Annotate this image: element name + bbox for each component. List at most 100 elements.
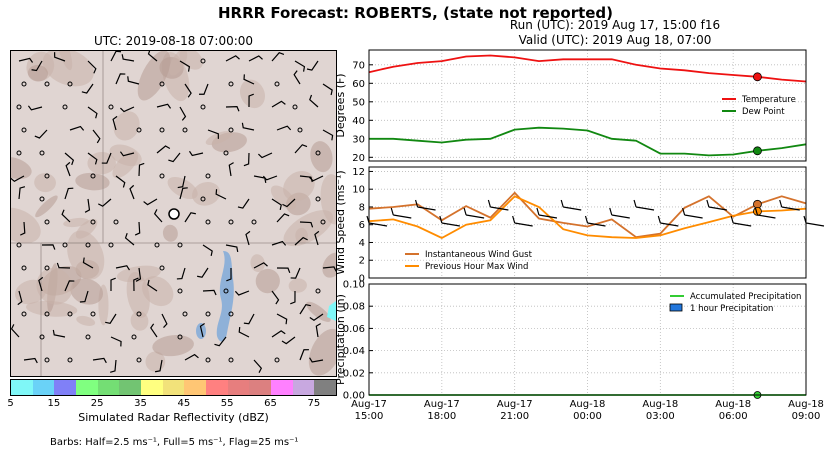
calm-wind-marker [21, 127, 27, 133]
calm-wind-marker [159, 127, 165, 133]
calm-wind-marker [177, 242, 183, 248]
plot-frame [368, 166, 807, 279]
wind-barb [52, 329, 66, 338]
calm-wind-marker [136, 311, 142, 317]
calm-wind-marker [16, 104, 22, 110]
colorbar-tick-label: 15 [47, 398, 61, 409]
run-time-text: Run (UTC): 2019 Aug 17, 15:00 f16 [509, 18, 721, 32]
wind-barb [512, 215, 533, 227]
colorbar-swatch [314, 380, 337, 395]
wind-barb [65, 161, 71, 177]
y-tick-label: 0.10 [343, 280, 365, 291]
wind-barb [124, 233, 135, 246]
wind-barb [225, 55, 240, 62]
calm-wind-marker [62, 242, 68, 248]
chart-panel-1: 20 30 40 50 60 70 Degrees (F) Temperature Dew Po… [334, 49, 807, 164]
colorbar-label: Simulated Radar Reflectivity (dBZ) [78, 411, 269, 424]
y-tick-label: 10 [352, 185, 365, 196]
wind-barb [150, 323, 158, 338]
x-tick-label: 03:00 [646, 411, 675, 422]
wind-barb [276, 213, 290, 223]
wind-barb [20, 221, 26, 236]
wind-barb [110, 336, 122, 347]
calm-wind-marker [108, 104, 114, 110]
y-tick-label: 2 [359, 256, 365, 267]
calm-wind-marker [177, 334, 183, 340]
wind-barb [294, 144, 308, 154]
terrain-relief [75, 172, 110, 191]
current-time-marker [753, 146, 762, 156]
wind-barb [110, 359, 117, 373]
colorbar-swatch [11, 380, 33, 395]
wind-barb [202, 289, 217, 296]
legend-label: Instantaneous Wind Gust [425, 250, 533, 260]
wind-barb [105, 313, 117, 324]
chart-panel-2: 0 2 4 6 8 10 12 Wind Speed (ms⁻¹) Instantaneous … [334, 166, 825, 285]
radar-echo [327, 301, 336, 321]
wind-barb [282, 198, 296, 208]
calm-wind-marker [297, 127, 303, 133]
y-axis-label: Precipitation (in) [334, 294, 347, 385]
wind-barb [290, 267, 301, 279]
wind-barb [226, 267, 232, 282]
map-title: UTC: 2019-08-18 07:00:00 [93, 34, 254, 48]
wind-barb [706, 199, 727, 211]
x-tick-label: 18:00 [427, 411, 456, 422]
wind-barb [101, 152, 112, 164]
calm-wind-marker [44, 311, 50, 317]
calm-wind-marker [62, 104, 68, 110]
calm-wind-marker [315, 150, 321, 156]
wind-barb [271, 51, 285, 62]
wind-barb [322, 129, 334, 141]
calm-wind-marker [205, 357, 211, 363]
wind-barb [276, 125, 292, 131]
x-tick-label: Aug-18 [642, 399, 678, 410]
wind-barb [119, 151, 135, 157]
wind-barb [119, 106, 135, 113]
legend-swatch [669, 303, 683, 312]
calm-wind-marker [228, 357, 234, 363]
y-axis-label: Degrees (F) [334, 73, 347, 137]
terrain-relief [255, 268, 280, 294]
wind-barb [276, 313, 288, 325]
x-tick-label: 00:00 [573, 411, 602, 422]
calm-wind-marker [67, 357, 73, 363]
calm-wind-marker [159, 81, 165, 87]
wind-barb [299, 304, 311, 315]
colorbar-swatch [32, 380, 55, 395]
calm-wind-marker [108, 242, 114, 248]
calm-wind-marker [85, 334, 91, 340]
wind-barb [271, 240, 287, 246]
calm-wind-marker [159, 265, 165, 271]
calm-wind-marker [21, 265, 27, 271]
plot-frame [368, 283, 807, 396]
wind-barb [84, 198, 91, 213]
colorbar-swatch [292, 380, 315, 395]
wind-barb [61, 209, 71, 223]
wind-barb [243, 152, 250, 167]
wind-barb [584, 215, 606, 227]
wind-barb [54, 52, 66, 62]
calm-wind-marker [251, 219, 257, 225]
colorbar-swatch [206, 380, 228, 395]
wind-barb [197, 267, 209, 278]
colorbar-tick-label: 35 [134, 398, 147, 409]
wind-barb [31, 60, 43, 72]
calm-wind-marker [90, 219, 96, 225]
wind-barb [730, 215, 752, 227]
series-line-1 [368, 195, 807, 240]
calm-wind-marker [274, 81, 280, 87]
wind-barb [147, 279, 158, 292]
terrain-relief [137, 51, 171, 101]
x-tick-label: 21:00 [500, 411, 529, 422]
wind-barb [271, 198, 282, 211]
wind-barb [41, 244, 56, 250]
wind-barb [138, 162, 145, 177]
wind-barb [18, 57, 34, 63]
y-tick-label: 0.04 [343, 346, 365, 357]
wind-barb [322, 266, 336, 272]
wind-barb [112, 115, 118, 131]
wind-barb [294, 236, 308, 246]
reflectivity-colorbar [10, 379, 337, 396]
wind-barb [161, 313, 168, 328]
